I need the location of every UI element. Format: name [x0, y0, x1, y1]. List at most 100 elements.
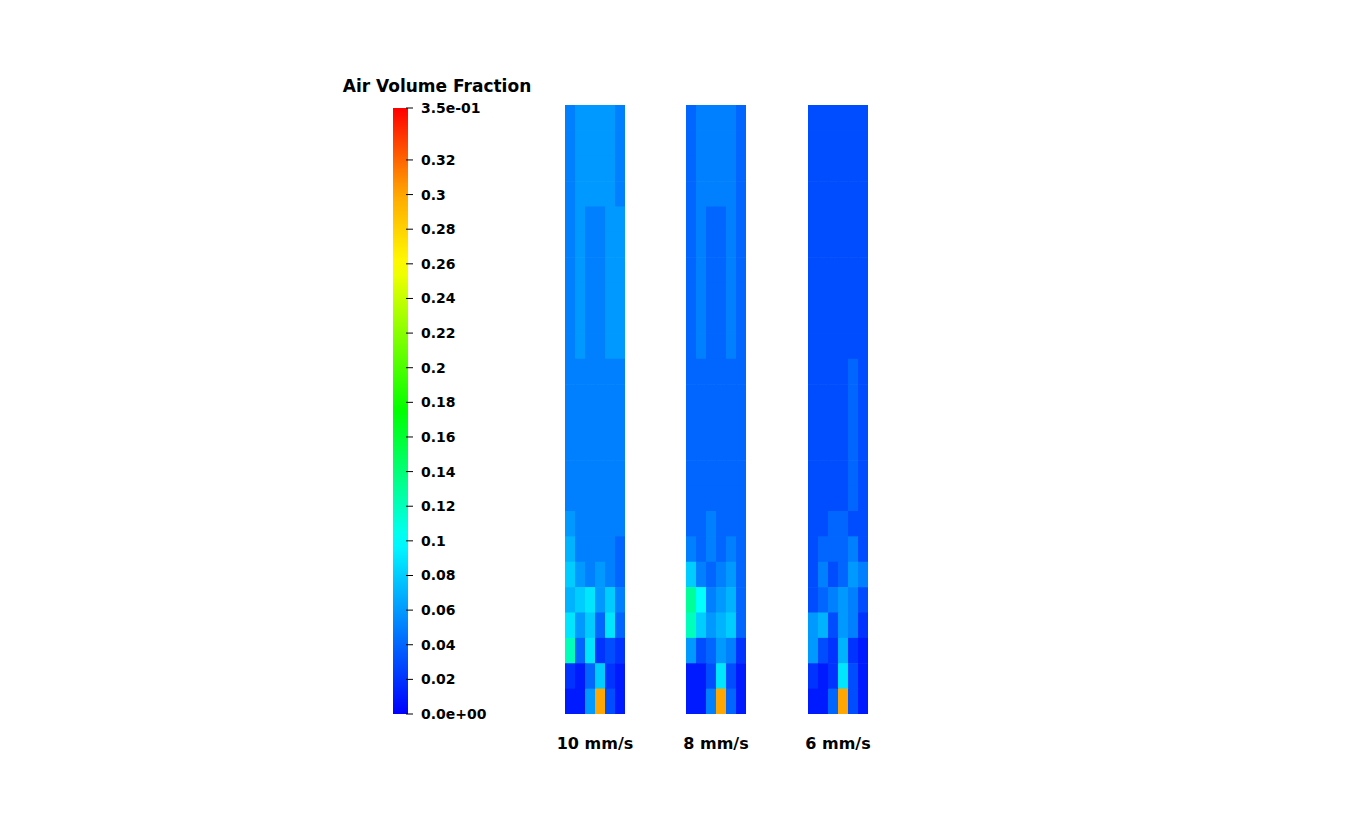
cell: [696, 663, 707, 689]
cell: [575, 333, 586, 359]
cell: [716, 359, 727, 385]
cell: [565, 460, 576, 486]
colorbar-tick-label: 3.5e-01: [421, 100, 481, 116]
cell: [696, 207, 707, 233]
cell: [716, 410, 727, 436]
cell: [565, 486, 576, 512]
cell: [615, 511, 625, 537]
cell: [828, 536, 839, 562]
cell: [726, 359, 737, 385]
cell: [595, 333, 606, 359]
colorbar-tick-label: 0.0e+00: [421, 706, 487, 722]
colorbar-tick: [406, 575, 413, 576]
cell: [696, 410, 707, 436]
cell: [615, 536, 625, 562]
cell: [706, 460, 717, 486]
cell: [706, 663, 717, 689]
cell: [726, 511, 737, 537]
cell: [838, 232, 849, 258]
colorbar-tick-label: 0.16: [421, 429, 456, 445]
cell: [736, 435, 746, 461]
cell: [838, 587, 849, 613]
cell: [736, 283, 746, 309]
cell: [686, 511, 697, 537]
panel-label: 8 mm/s: [683, 734, 748, 753]
cell: [686, 587, 697, 613]
colorbar-title: Air Volume Fraction: [343, 76, 531, 96]
colorbar-tick-label: 0.26: [421, 256, 456, 272]
cell: [696, 384, 707, 410]
cell: [828, 486, 839, 512]
cell: [808, 486, 819, 512]
colorbar-tick-label: 0.28: [421, 221, 456, 237]
cell: [726, 105, 737, 131]
cell: [595, 536, 606, 562]
cell: [838, 410, 849, 436]
cell: [726, 638, 737, 664]
cell: [605, 257, 616, 283]
cell: [726, 333, 737, 359]
cell: [716, 181, 727, 207]
cell: [858, 181, 868, 207]
cell: [716, 207, 727, 233]
cell: [858, 333, 868, 359]
cell: [828, 257, 839, 283]
cell: [575, 638, 586, 664]
cell: [696, 156, 707, 182]
cell: [858, 587, 868, 613]
cell: [575, 587, 586, 613]
cell: [686, 663, 697, 689]
cell: [818, 587, 829, 613]
cell: [858, 105, 868, 131]
cell: [605, 613, 616, 639]
cell: [828, 283, 839, 309]
cell: [808, 460, 819, 486]
cell: [585, 283, 596, 309]
cell: [595, 460, 606, 486]
cell: [858, 384, 868, 410]
cell: [858, 283, 868, 309]
cell: [716, 308, 727, 334]
cell: [605, 359, 616, 385]
cell: [615, 663, 625, 689]
cell: [585, 257, 596, 283]
cell: [706, 130, 717, 156]
cell: [858, 663, 868, 689]
cell: [565, 257, 576, 283]
cell: [595, 384, 606, 410]
cell: [726, 435, 737, 461]
cell: [818, 460, 829, 486]
cell: [736, 562, 746, 588]
cell: [706, 232, 717, 258]
cell: [575, 486, 586, 512]
cell: [838, 283, 849, 309]
cell: [716, 511, 727, 537]
cell: [615, 283, 625, 309]
cell: [736, 511, 746, 537]
cell: [595, 130, 606, 156]
cell: [828, 384, 839, 410]
cell: [828, 562, 839, 588]
cell: [726, 156, 737, 182]
cell: [808, 308, 819, 334]
cell: [808, 613, 819, 639]
cell: [595, 486, 606, 512]
cell: [808, 105, 819, 131]
cell: [575, 410, 586, 436]
cell: [716, 613, 727, 639]
cell: [848, 130, 859, 156]
cell: [736, 232, 746, 258]
cell: [818, 384, 829, 410]
cell: [818, 638, 829, 664]
cell: [565, 410, 576, 436]
cell: [818, 435, 829, 461]
cell: [828, 181, 839, 207]
cell: [848, 333, 859, 359]
cell: [808, 333, 819, 359]
cell: [818, 257, 829, 283]
cell: [818, 333, 829, 359]
cell: [848, 232, 859, 258]
cell: [615, 562, 625, 588]
cell: [838, 536, 849, 562]
cell: [575, 613, 586, 639]
